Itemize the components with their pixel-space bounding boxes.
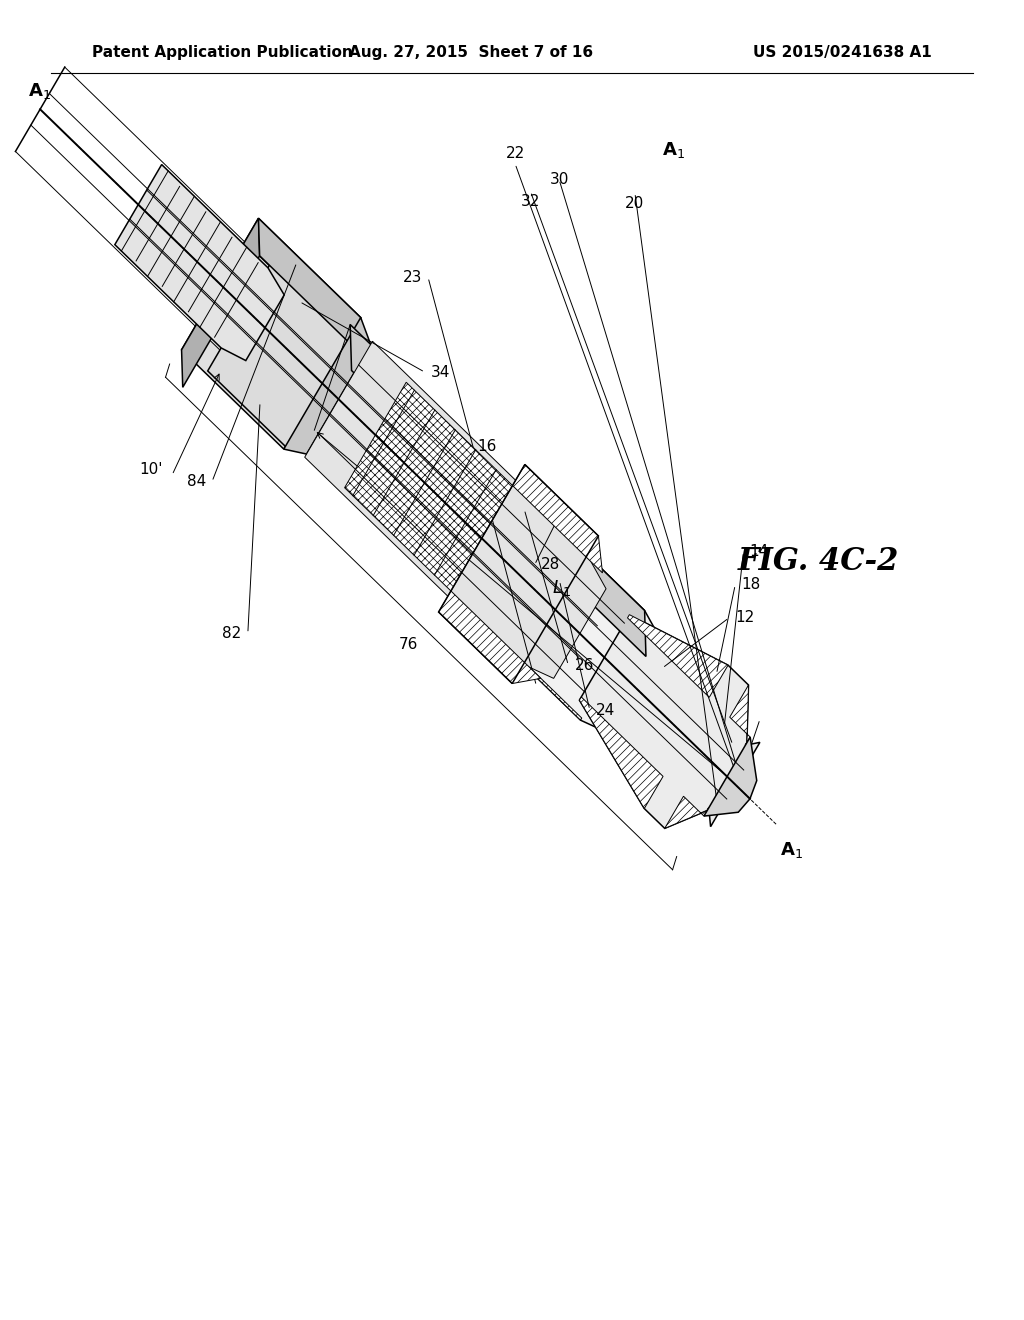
Polygon shape xyxy=(745,742,748,746)
Text: 23: 23 xyxy=(402,269,422,285)
Polygon shape xyxy=(707,808,709,810)
Text: A$_1$: A$_1$ xyxy=(663,140,685,161)
Polygon shape xyxy=(513,465,602,573)
Polygon shape xyxy=(703,737,757,816)
Polygon shape xyxy=(306,451,582,721)
Polygon shape xyxy=(730,685,751,743)
Text: 16: 16 xyxy=(477,438,497,454)
Text: 30: 30 xyxy=(550,172,568,187)
Polygon shape xyxy=(208,244,369,451)
Polygon shape xyxy=(345,383,513,591)
Polygon shape xyxy=(628,615,728,697)
Polygon shape xyxy=(286,325,657,730)
Text: A$_1$: A$_1$ xyxy=(780,840,803,861)
Text: 76: 76 xyxy=(399,638,419,652)
Polygon shape xyxy=(580,615,760,829)
Text: 26: 26 xyxy=(574,657,594,673)
Polygon shape xyxy=(115,165,285,360)
Text: 34: 34 xyxy=(431,364,451,380)
Polygon shape xyxy=(580,697,664,809)
Polygon shape xyxy=(665,796,708,829)
Text: 12: 12 xyxy=(735,610,755,626)
Text: A$_1$: A$_1$ xyxy=(29,82,51,102)
Text: US 2015/0241638 A1: US 2015/0241638 A1 xyxy=(753,45,932,61)
Text: FIG. 4C-2: FIG. 4C-2 xyxy=(737,545,899,577)
Text: 28: 28 xyxy=(541,557,560,573)
Text: 32: 32 xyxy=(521,194,540,210)
Text: 14: 14 xyxy=(750,544,769,560)
Polygon shape xyxy=(258,218,361,355)
Text: Patent Application Publication: Patent Application Publication xyxy=(92,45,353,61)
Text: 20: 20 xyxy=(626,195,644,211)
Text: L$_1$: L$_1$ xyxy=(552,578,570,598)
Text: 24: 24 xyxy=(596,702,615,718)
Text: 22: 22 xyxy=(506,145,524,161)
Polygon shape xyxy=(305,342,606,678)
Polygon shape xyxy=(284,318,371,454)
Text: 18: 18 xyxy=(741,577,761,593)
Polygon shape xyxy=(181,218,360,449)
Polygon shape xyxy=(181,218,260,387)
Polygon shape xyxy=(438,591,541,684)
Polygon shape xyxy=(350,325,646,656)
Text: 82: 82 xyxy=(222,626,242,642)
Text: 10': 10' xyxy=(140,462,163,478)
Polygon shape xyxy=(370,345,645,612)
Text: 84: 84 xyxy=(186,474,206,490)
Text: Aug. 27, 2015  Sheet 7 of 16: Aug. 27, 2015 Sheet 7 of 16 xyxy=(349,45,593,61)
